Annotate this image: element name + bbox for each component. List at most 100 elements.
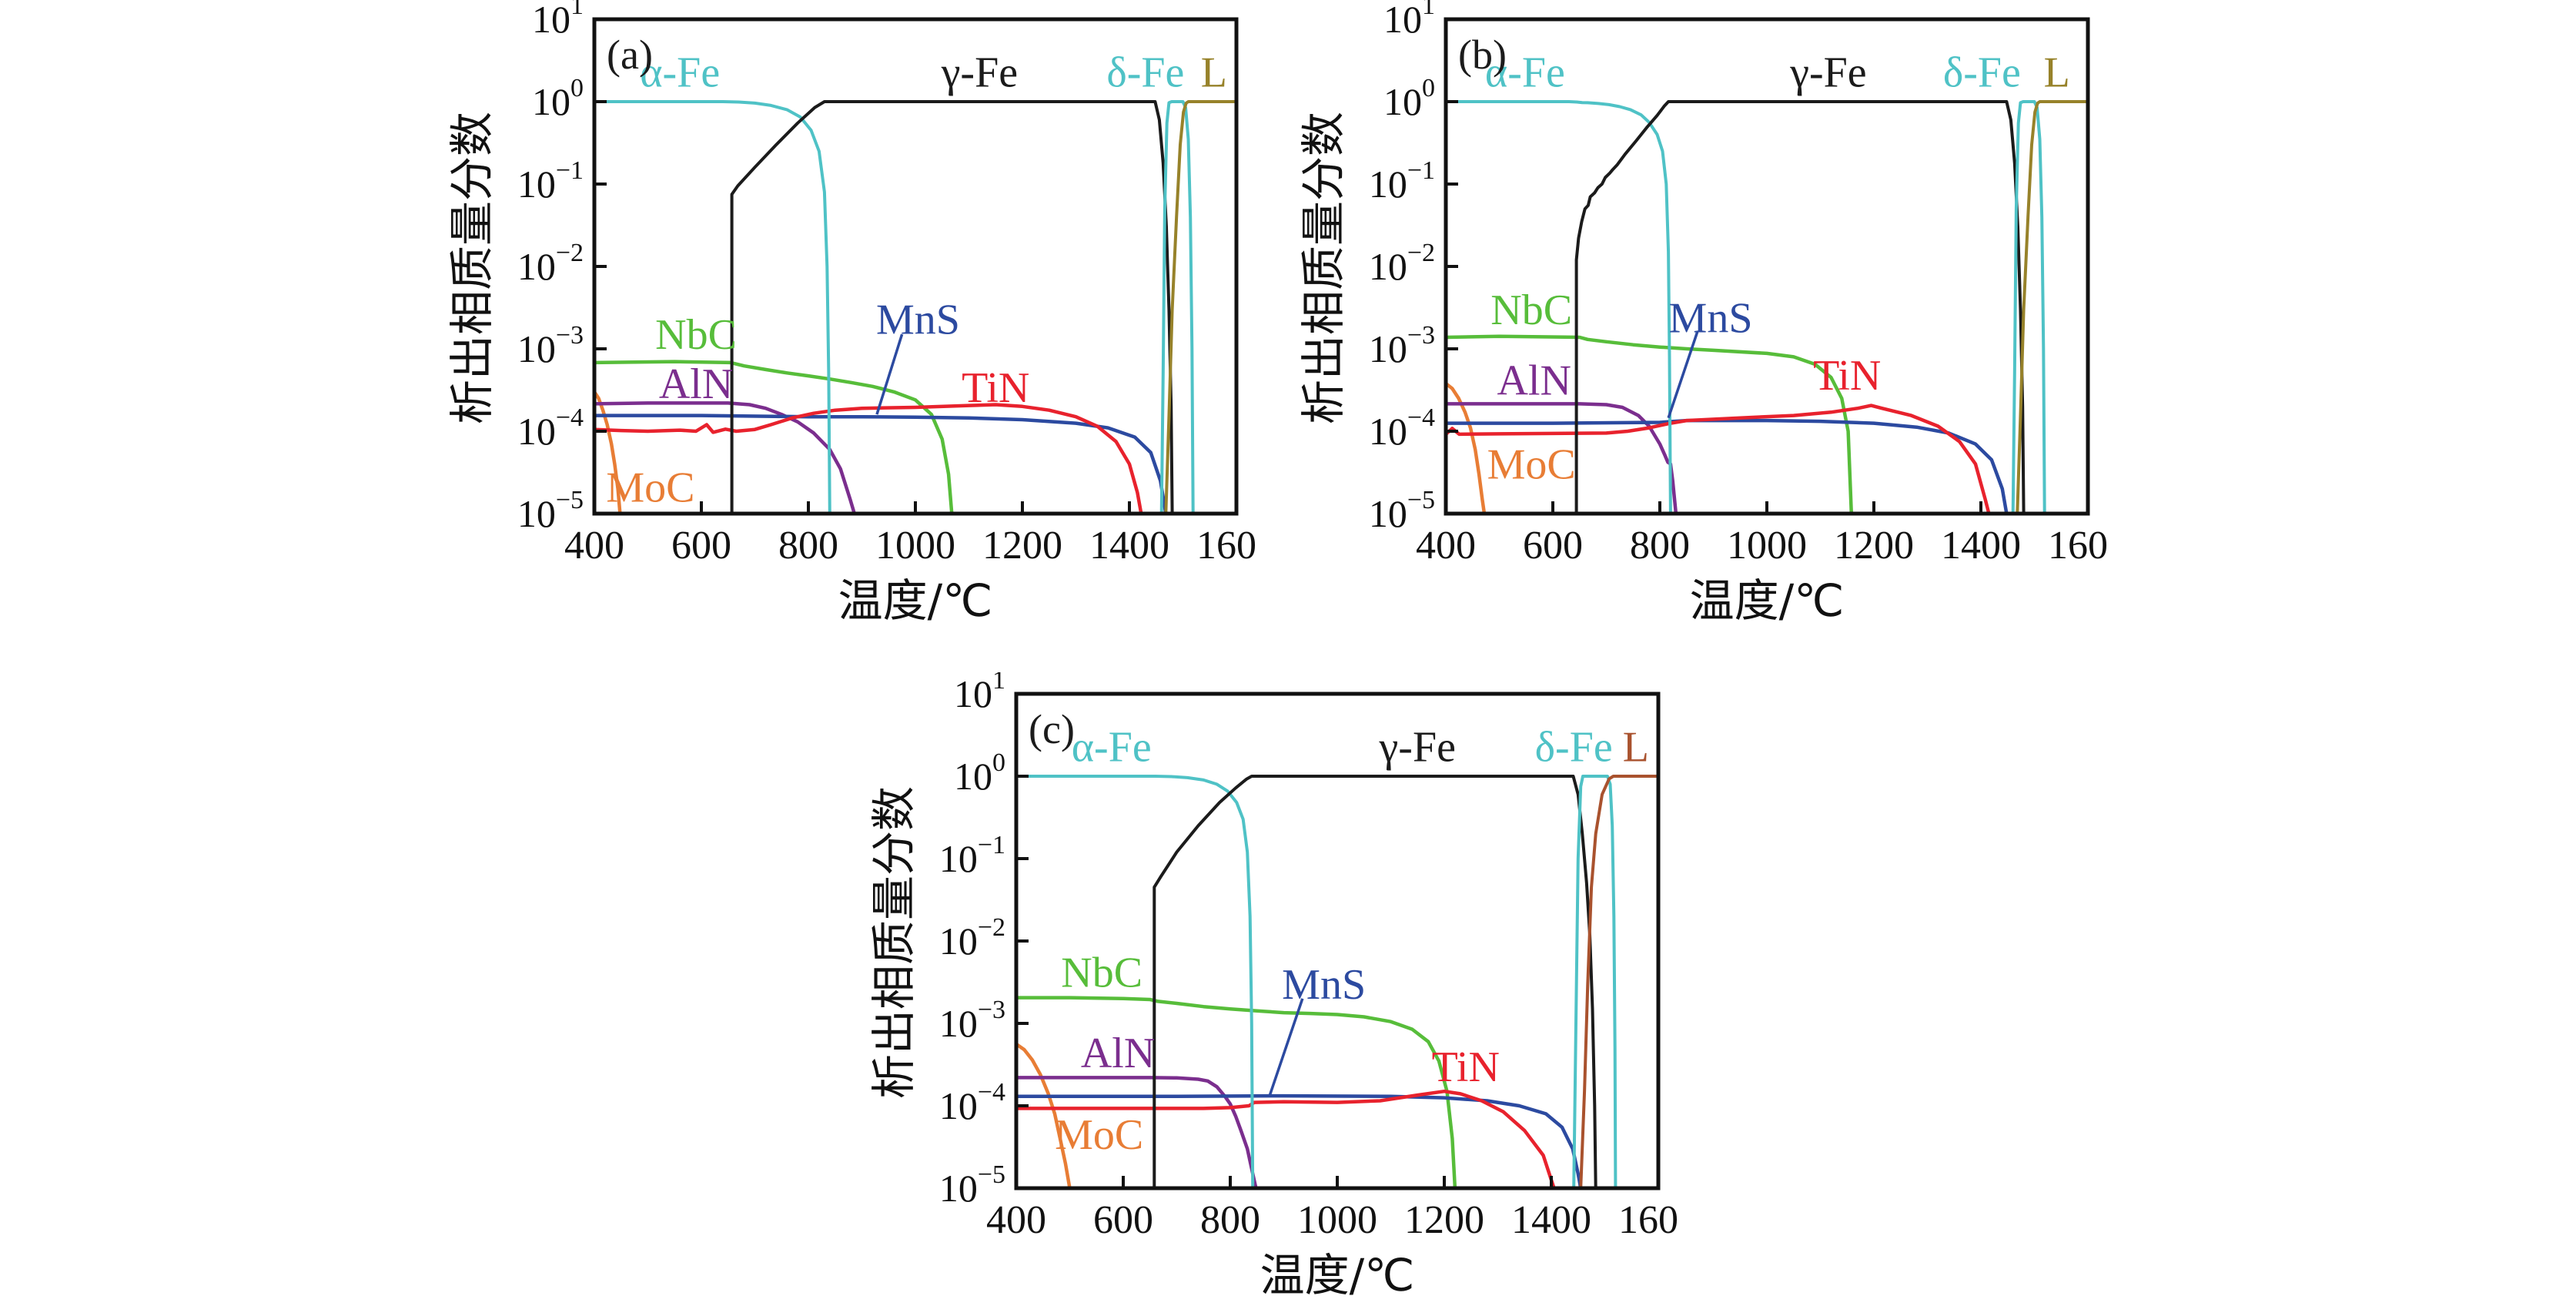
x-axis-title: 温度/℃ (1260, 1249, 1415, 1301)
curve-label-γ-Fe: γ-Fe (941, 49, 1018, 96)
curve-L (1579, 775, 1660, 1190)
y-tick-label: 10−1 (939, 831, 1005, 880)
x-tick-label: 1600 (1618, 1198, 1678, 1242)
curve-label-TiN: TiN (1813, 352, 1881, 400)
panel-a: 温度/℃ 析出相质量分数 400600800100012001400160010… (410, 0, 1256, 628)
curve-label-NbC: NbC (655, 311, 737, 359)
chart-svg-a: 400 600 800 1000 1200 1400 1600 101 100 10−1 10−2 1… (517, 0, 1256, 568)
x-tick-label: 1200 (982, 524, 1062, 568)
curve-label-TiN: TiN (1432, 1043, 1500, 1091)
y-tick-label: 101 (532, 0, 584, 41)
curve-label-α-Fe: α-Fe (1485, 49, 1565, 96)
x-tick-label: 400 (1416, 524, 1476, 568)
y-tick-label: 100 (954, 748, 1005, 798)
y-tick-label: 10−4 (939, 1078, 1005, 1127)
curve-MoC (1014, 1042, 1072, 1190)
curve-label-AlN: AlN (1497, 357, 1571, 404)
curve-label-α-Fe: α-Fe (640, 49, 720, 96)
curve-label-AlN: AlN (1081, 1030, 1155, 1077)
y-tick-label: 10−1 (1369, 156, 1435, 206)
x-tick-label: 1000 (1297, 1198, 1377, 1242)
panel-b: 温度/℃ 析出相质量分数 400600800100012001400160010… (1261, 0, 2108, 628)
curve-δ-Fe (1572, 775, 1618, 1190)
curve-label-δ-Fe: δ-Fe (1106, 49, 1184, 96)
x-tick-label: 800 (1630, 524, 1690, 568)
curve-label-δ-Fe: δ-Fe (1943, 49, 2021, 96)
label-leader-line (875, 333, 904, 415)
panel-c: 温度/℃ 析出相质量分数 400600800100012001400160010… (831, 672, 1678, 1302)
x-tick-label: 800 (778, 524, 838, 568)
y-tick-label: 101 (1383, 0, 1435, 41)
chart-svg-b: 400 600 800 1000 1200 1400 1600 101 100 10−1 10−2 1… (1369, 0, 2108, 568)
curve-MnS (1444, 418, 2009, 516)
x-tick-label: 1600 (2048, 524, 2108, 568)
x-tick-label: 1000 (875, 524, 955, 568)
curve-label-L: L (2044, 49, 2070, 96)
y-tick-label: 10−4 (517, 404, 584, 453)
curve-TiN (1014, 1089, 1556, 1190)
x-tick-label: 400 (986, 1198, 1046, 1242)
curve-γ-Fe (1574, 100, 2026, 515)
curve-α-Fe (1444, 100, 1672, 515)
y-tick-label: 101 (954, 672, 1005, 715)
x-axis-title: 温度/℃ (1689, 574, 1845, 627)
curve-label-L: L (1201, 49, 1227, 96)
x-tick-label: 600 (1523, 524, 1583, 568)
curve-α-Fe (593, 100, 831, 515)
panel-letter: (b) (1458, 32, 1507, 78)
x-axis-title: 温度/℃ (838, 574, 993, 627)
curve-label-MnS: MnS (1669, 294, 1753, 342)
x-tick-label: 600 (671, 524, 731, 568)
curve-label-MnS: MnS (1282, 961, 1366, 1009)
curve-label-MoC: MoC (606, 464, 694, 512)
chart-svg-c: 400 600 800 1000 1200 1400 1600 101 100 10−1 10−2 1… (939, 672, 1678, 1242)
curve-NbC (1444, 334, 1854, 516)
y-tick-label: 10−1 (517, 156, 584, 206)
x-tick-label: 1200 (1834, 524, 1914, 568)
curve-label-γ-Fe: γ-Fe (1789, 49, 1866, 96)
curve-γ-Fe (1153, 775, 1597, 1190)
curve-NbC (1014, 996, 1457, 1190)
curve-label-γ-Fe: γ-Fe (1379, 723, 1456, 771)
x-tick-label: 800 (1200, 1198, 1260, 1242)
curve-L (1164, 100, 1238, 515)
x-tick-label: 1200 (1404, 1198, 1484, 1242)
curve-label-MoC: MoC (1487, 441, 1576, 489)
curve-L (2016, 100, 2089, 515)
curve-TiN (1444, 404, 1991, 516)
curve-label-L: L (1623, 723, 1649, 771)
curve-MnS (592, 414, 1168, 516)
y-tick-label: 10−2 (517, 239, 584, 288)
y-tick-label: 10−2 (1369, 239, 1435, 288)
y-tick-label: 10−2 (939, 913, 1005, 963)
label-leader-line (1268, 998, 1304, 1096)
x-tick-label: 1400 (1511, 1198, 1591, 1242)
curve-α-Fe (1015, 775, 1255, 1190)
y-tick-label: 10−3 (939, 996, 1005, 1045)
x-tick-label: 1600 (1196, 524, 1256, 568)
curve-label-MoC: MoC (1055, 1111, 1143, 1159)
curve-MoC (1444, 381, 1487, 516)
y-tick-label: 10−3 (1369, 321, 1435, 370)
curve-NbC (592, 360, 954, 516)
y-tick-label: 10−4 (1369, 404, 1435, 453)
y-tick-label: 10−5 (1369, 486, 1435, 535)
curve-label-TiN: TiN (962, 364, 1029, 412)
curve-label-NbC: NbC (1061, 949, 1142, 996)
x-tick-label: 1400 (1089, 524, 1169, 568)
y-tick-label: 100 (532, 74, 584, 123)
curve-TiN (592, 403, 1143, 516)
curve-MoC (592, 390, 622, 516)
curve-label-δ-Fe: δ-Fe (1535, 723, 1613, 771)
curve-label-NbC: NbC (1490, 286, 1572, 334)
panel-letter: (a) (607, 32, 653, 78)
label-leader-line (1667, 331, 1699, 419)
x-tick-label: 600 (1093, 1198, 1153, 1242)
curve-δ-Fe (2011, 100, 2046, 515)
y-tick-label: 10−5 (517, 486, 584, 535)
curve-γ-Fe (730, 100, 1174, 515)
curve-label-AlN: AlN (659, 360, 733, 408)
y-tick-label: 10−3 (517, 321, 584, 370)
x-tick-label: 1400 (1941, 524, 2021, 568)
